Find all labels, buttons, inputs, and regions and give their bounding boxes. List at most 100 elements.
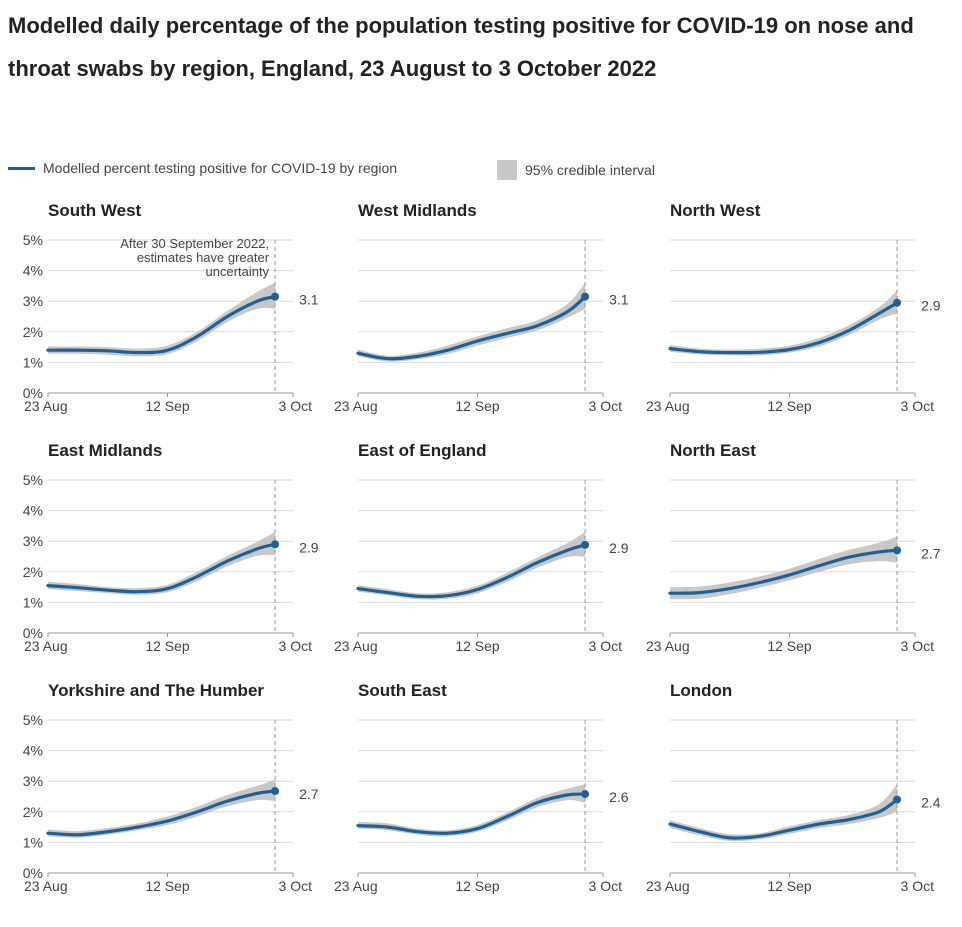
panel: North East 23 Aug 12 Sep 3 Oct 2.7 <box>646 441 941 654</box>
x-tick-label: 12 Sep <box>455 398 500 414</box>
end-point <box>271 540 280 549</box>
y-tick-label: 5% <box>23 232 43 248</box>
y-tick-label: 4% <box>23 743 43 759</box>
panel-title: West Midlands <box>358 201 477 220</box>
end-point <box>893 298 902 307</box>
end-value-label: 2.7 <box>299 786 319 802</box>
legend-band-swatch <box>497 160 517 180</box>
end-point <box>271 292 280 301</box>
x-tick-label: 23 Aug <box>334 638 378 654</box>
panel: South West 0% 1% 2% 3% 4% 5% 23 Aug 12 Sep 3 Oct 3… <box>23 201 319 414</box>
end-point <box>581 540 590 549</box>
y-tick-label: 5% <box>23 472 43 488</box>
y-tick-label: 5% <box>23 712 43 728</box>
x-tick-label: 3 Oct <box>901 638 935 654</box>
panel-title: North West <box>670 201 761 220</box>
end-point <box>581 790 590 799</box>
series-line <box>356 543 587 599</box>
series-line <box>356 295 587 361</box>
legend-line-label: Modelled percent testing positive for CO… <box>43 160 398 176</box>
x-tick-label: 3 Oct <box>589 638 623 654</box>
panel: North West 23 Aug 12 Sep 3 Oct 2.9 <box>646 201 941 414</box>
x-tick-label: 23 Aug <box>646 638 690 654</box>
x-tick-label: 23 Aug <box>334 398 378 414</box>
x-tick-label: 3 Oct <box>901 878 935 894</box>
x-tick-label: 12 Sep <box>145 878 190 894</box>
x-tick-label: 3 Oct <box>279 398 313 414</box>
panel-title: East of England <box>358 441 486 460</box>
end-value-label: 2.4 <box>921 795 941 811</box>
credible-interval-band <box>670 784 898 842</box>
series-line <box>668 548 899 595</box>
x-tick-label: 12 Sep <box>767 878 812 894</box>
y-tick-label: 0% <box>23 385 43 401</box>
panel: London 23 Aug 12 Sep 3 Oct 2.4 <box>646 681 941 894</box>
panel: East of England 23 Aug 12 Sep 3 Oct 2.9 <box>334 441 629 654</box>
x-tick-label: 12 Sep <box>145 638 190 654</box>
x-tick-label: 3 Oct <box>279 638 313 654</box>
end-value-label: 2.9 <box>609 540 629 556</box>
x-tick-label: 3 Oct <box>589 398 623 414</box>
y-tick-label: 2% <box>23 804 43 820</box>
end-value-label: 2.7 <box>921 545 941 561</box>
x-tick-label: 23 Aug <box>24 638 68 654</box>
end-value-label: 2.9 <box>921 298 941 314</box>
panel: Yorkshire and The Humber 0% 1% 2% 3% 4% 5% 23 A… <box>23 681 319 894</box>
series-line <box>46 542 277 594</box>
x-tick-label: 12 Sep <box>145 398 190 414</box>
y-tick-label: 4% <box>23 263 43 279</box>
panel-title: London <box>670 681 732 700</box>
legend-band-label: 95% credible interval <box>525 162 655 178</box>
y-tick-label: 2% <box>23 564 43 580</box>
end-value-label: 2.9 <box>299 539 319 555</box>
end-point <box>893 795 902 804</box>
legend-item-line: Modelled percent testing positive for CO… <box>8 160 397 176</box>
legend-line-swatch <box>8 166 35 170</box>
y-tick-label: 3% <box>23 533 43 549</box>
x-tick-label: 12 Sep <box>767 398 812 414</box>
y-tick-label: 1% <box>23 834 43 850</box>
end-value-label: 2.6 <box>609 789 629 805</box>
x-tick-label: 23 Aug <box>646 398 690 414</box>
panel: South East 23 Aug 12 Sep 3 Oct 2.6 <box>334 681 629 894</box>
end-point <box>581 292 590 301</box>
credible-interval-band <box>358 532 586 600</box>
y-tick-label: 2% <box>23 324 43 340</box>
credible-interval-band <box>48 779 276 838</box>
x-tick-label: 23 Aug <box>24 878 68 894</box>
panel-title: North East <box>670 441 756 460</box>
x-tick-label: 3 Oct <box>589 878 623 894</box>
y-tick-label: 3% <box>23 293 43 309</box>
panel-title: Yorkshire and The Humber <box>48 681 264 700</box>
x-tick-label: 3 Oct <box>901 398 935 414</box>
panel-title: South West <box>48 201 142 220</box>
series-line <box>668 301 899 355</box>
end-value-label: 3.1 <box>609 292 629 308</box>
series-line <box>356 792 587 835</box>
credible-interval-band <box>358 282 586 362</box>
x-tick-label: 3 Oct <box>279 878 313 894</box>
end-value-label: 3.1 <box>299 292 319 308</box>
panel: East Midlands 0% 1% 2% 3% 4% 5% 23 Aug 12 Sep 3 O… <box>23 441 319 654</box>
y-tick-label: 1% <box>23 354 43 370</box>
uncertainty-annotation: After 30 September 2022, estimates have g… <box>120 236 270 279</box>
x-tick-label: 23 Aug <box>646 878 690 894</box>
x-tick-label: 12 Sep <box>767 638 812 654</box>
series-line <box>46 295 277 355</box>
y-tick-label: 1% <box>23 594 43 610</box>
chart-title: Modelled daily percentage of the populat… <box>8 13 914 81</box>
y-tick-label: 0% <box>23 865 43 881</box>
legend-item-band: 95% credible interval <box>497 160 655 180</box>
legend: Modelled percent testing positive for CO… <box>8 160 948 182</box>
end-point <box>893 546 902 555</box>
y-tick-label: 4% <box>23 503 43 519</box>
x-tick-label: 12 Sep <box>455 878 500 894</box>
y-tick-label: 0% <box>23 625 43 641</box>
series-line <box>668 798 899 840</box>
credible-interval-band <box>670 536 898 600</box>
end-point <box>271 786 280 795</box>
series-line <box>46 789 277 837</box>
x-tick-label: 23 Aug <box>334 878 378 894</box>
panel: West Midlands 23 Aug 12 Sep 3 Oct 3.1 <box>334 201 629 414</box>
